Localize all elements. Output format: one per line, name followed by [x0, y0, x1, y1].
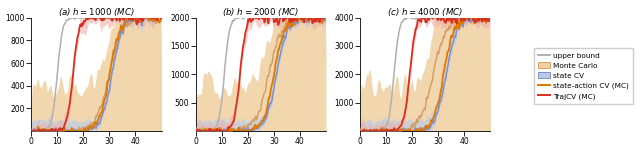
Title: (a) $h = 1000$ (MC): (a) $h = 1000$ (MC): [58, 6, 135, 17]
Title: (b) $h = 2000$ (MC): (b) $h = 2000$ (MC): [222, 6, 300, 17]
Legend: upper bound, Monte Carlo, state CV, state-action CV (MC), TrajCV (MC): upper bound, Monte Carlo, state CV, stat…: [534, 48, 633, 104]
Title: (c) $h = 4000$ (MC): (c) $h = 4000$ (MC): [387, 6, 463, 17]
